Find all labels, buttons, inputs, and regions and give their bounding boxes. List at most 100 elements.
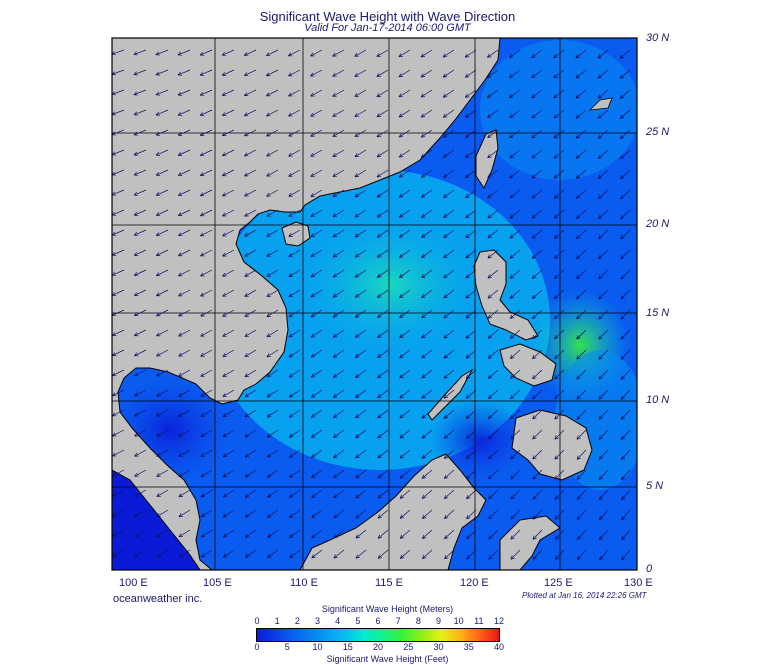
wave-direction-arrow-icon — [311, 509, 323, 519]
wave-direction-arrowhead-icon — [333, 393, 338, 398]
wave-direction-arrowhead-icon — [200, 292, 205, 297]
wave-direction-arrow-icon — [465, 189, 477, 199]
wave-direction-arrowhead-icon — [465, 314, 470, 319]
wave-direction-arrowhead-icon — [244, 333, 249, 337]
wave-direction-arrow-icon — [134, 289, 147, 296]
wave-direction-arrow-icon — [178, 169, 191, 176]
wave-direction-arrowhead-icon — [222, 473, 228, 478]
wave-direction-arrow-icon — [112, 269, 125, 276]
wave-direction-arrowhead-icon — [619, 54, 625, 59]
wave-direction-arrow-icon — [466, 509, 477, 520]
wave-direction-arrowhead-icon — [420, 153, 426, 158]
wave-direction-arrow-icon — [531, 249, 543, 259]
wave-direction-arrowhead-icon — [532, 415, 537, 420]
wave-direction-arrow-icon — [399, 229, 411, 238]
wave-direction-arrow-icon — [488, 469, 499, 480]
wave-direction-arrowhead-icon — [156, 553, 161, 558]
wave-direction-arrow-icon — [266, 409, 279, 418]
wave-direction-arrowhead-icon — [332, 112, 337, 117]
wave-direction-arrowhead-icon — [554, 515, 559, 520]
land-sulawesi — [499, 515, 561, 570]
wave-direction-arrow-icon — [355, 469, 367, 479]
wave-direction-arrowhead-icon — [355, 393, 360, 399]
wave-direction-arrow-icon — [554, 449, 565, 460]
wave-direction-arrow-icon — [134, 309, 147, 316]
wave-direction-arrow-icon — [355, 429, 367, 439]
wave-direction-arrow-icon — [244, 249, 257, 257]
wave-direction-arrow-icon — [376, 169, 389, 178]
wave-direction-arrowhead-icon — [134, 372, 139, 377]
wave-direction-arrow-icon — [619, 109, 631, 119]
wave-direction-arrow-icon — [532, 349, 543, 360]
wave-direction-arrowhead-icon — [266, 333, 271, 338]
feet-tick-label: 0 — [254, 642, 260, 652]
wave-direction-arrowhead-icon — [487, 194, 492, 199]
wave-direction-arrowhead-icon — [200, 172, 205, 176]
wave-direction-arrow-icon — [532, 549, 543, 560]
wave-direction-arrowhead-icon — [553, 134, 558, 139]
wave-direction-arrowhead-icon — [532, 435, 537, 440]
wave-direction-arrow-icon — [354, 189, 367, 198]
wave-direction-arrow-icon — [443, 389, 455, 399]
wave-direction-arrow-icon — [112, 169, 125, 176]
wave-direction-arrow-icon — [554, 269, 565, 279]
meters-tick-label: 10 — [453, 616, 464, 626]
wave-direction-arrowhead-icon — [444, 514, 449, 520]
wave-direction-arrow-icon — [510, 449, 521, 460]
wave-direction-arrowhead-icon — [133, 71, 138, 76]
lat-label-30n: 30 N — [646, 32, 670, 44]
wave-direction-arrowhead-icon — [354, 113, 359, 117]
wave-direction-arrow-icon — [178, 549, 191, 558]
wave-direction-arrow-icon — [576, 209, 587, 219]
wave-direction-arrowhead-icon — [156, 452, 161, 457]
wave-direction-arrow-icon — [332, 89, 345, 97]
wave-direction-arrow-icon — [156, 409, 169, 417]
wave-direction-arrow-icon — [332, 289, 345, 298]
wave-direction-arrowhead-icon — [554, 355, 559, 360]
wave-direction-arrow-icon — [266, 309, 279, 318]
wave-direction-arrowhead-icon — [244, 252, 249, 257]
land-sumatra — [112, 469, 201, 570]
wave-direction-arrow-icon — [134, 229, 147, 236]
wave-direction-arrowhead-icon — [443, 173, 448, 178]
wave-direction-arrow-icon — [222, 69, 235, 76]
wave-direction-arrow-icon — [465, 229, 477, 239]
wave-direction-arrow-icon — [576, 489, 587, 500]
wave-direction-arrow-icon — [310, 329, 323, 338]
wave-direction-arrowhead-icon — [398, 173, 404, 178]
wave-direction-arrow-icon — [509, 89, 521, 98]
wave-direction-arrowhead-icon — [620, 194, 625, 200]
wave-direction-arrow-icon — [177, 49, 191, 56]
wave-direction-arrow-icon — [377, 269, 389, 278]
wave-direction-arrowhead-icon — [509, 254, 514, 259]
wave-direction-arrowhead-icon — [488, 555, 493, 560]
wave-direction-arrow-icon — [178, 349, 191, 357]
wave-direction-arrowhead-icon — [178, 332, 183, 337]
wave-direction-arrowhead-icon — [598, 455, 604, 460]
wave-direction-arrowhead-icon — [199, 152, 205, 156]
wave-direction-arrowhead-icon — [178, 232, 183, 237]
wave-direction-arrow-icon — [289, 529, 301, 538]
wave-direction-arrow-icon — [531, 289, 543, 299]
wave-direction-arrowhead-icon — [200, 272, 205, 277]
wave-direction-arrowhead-icon — [156, 332, 161, 337]
wave-direction-arrowhead-icon — [134, 332, 139, 337]
wave-direction-arrow-icon — [420, 129, 433, 138]
wave-direction-arrowhead-icon — [310, 112, 315, 117]
wave-direction-arrowhead-icon — [576, 254, 581, 260]
wave-direction-arrowhead-icon — [487, 254, 492, 259]
wave-direction-arrowhead-icon — [487, 134, 492, 139]
wave-direction-arrow-icon — [222, 389, 235, 397]
wave-direction-arrowhead-icon — [156, 312, 161, 317]
wave-direction-arrowhead-icon — [509, 194, 514, 199]
wave-direction-arrow-icon — [333, 389, 345, 398]
wave-direction-arrow-icon — [333, 449, 345, 459]
wave-direction-arrow-icon — [156, 229, 169, 236]
wave-direction-arrowhead-icon — [620, 255, 625, 260]
wave-direction-arrowhead-icon — [620, 395, 625, 400]
wave-direction-arrow-icon — [377, 429, 389, 439]
wave-direction-arrowhead-icon — [112, 392, 117, 397]
wave-direction-arrowhead-icon — [510, 414, 515, 420]
wave-direction-arrow-icon — [421, 249, 433, 258]
wave-direction-arrowhead-icon — [399, 253, 404, 258]
